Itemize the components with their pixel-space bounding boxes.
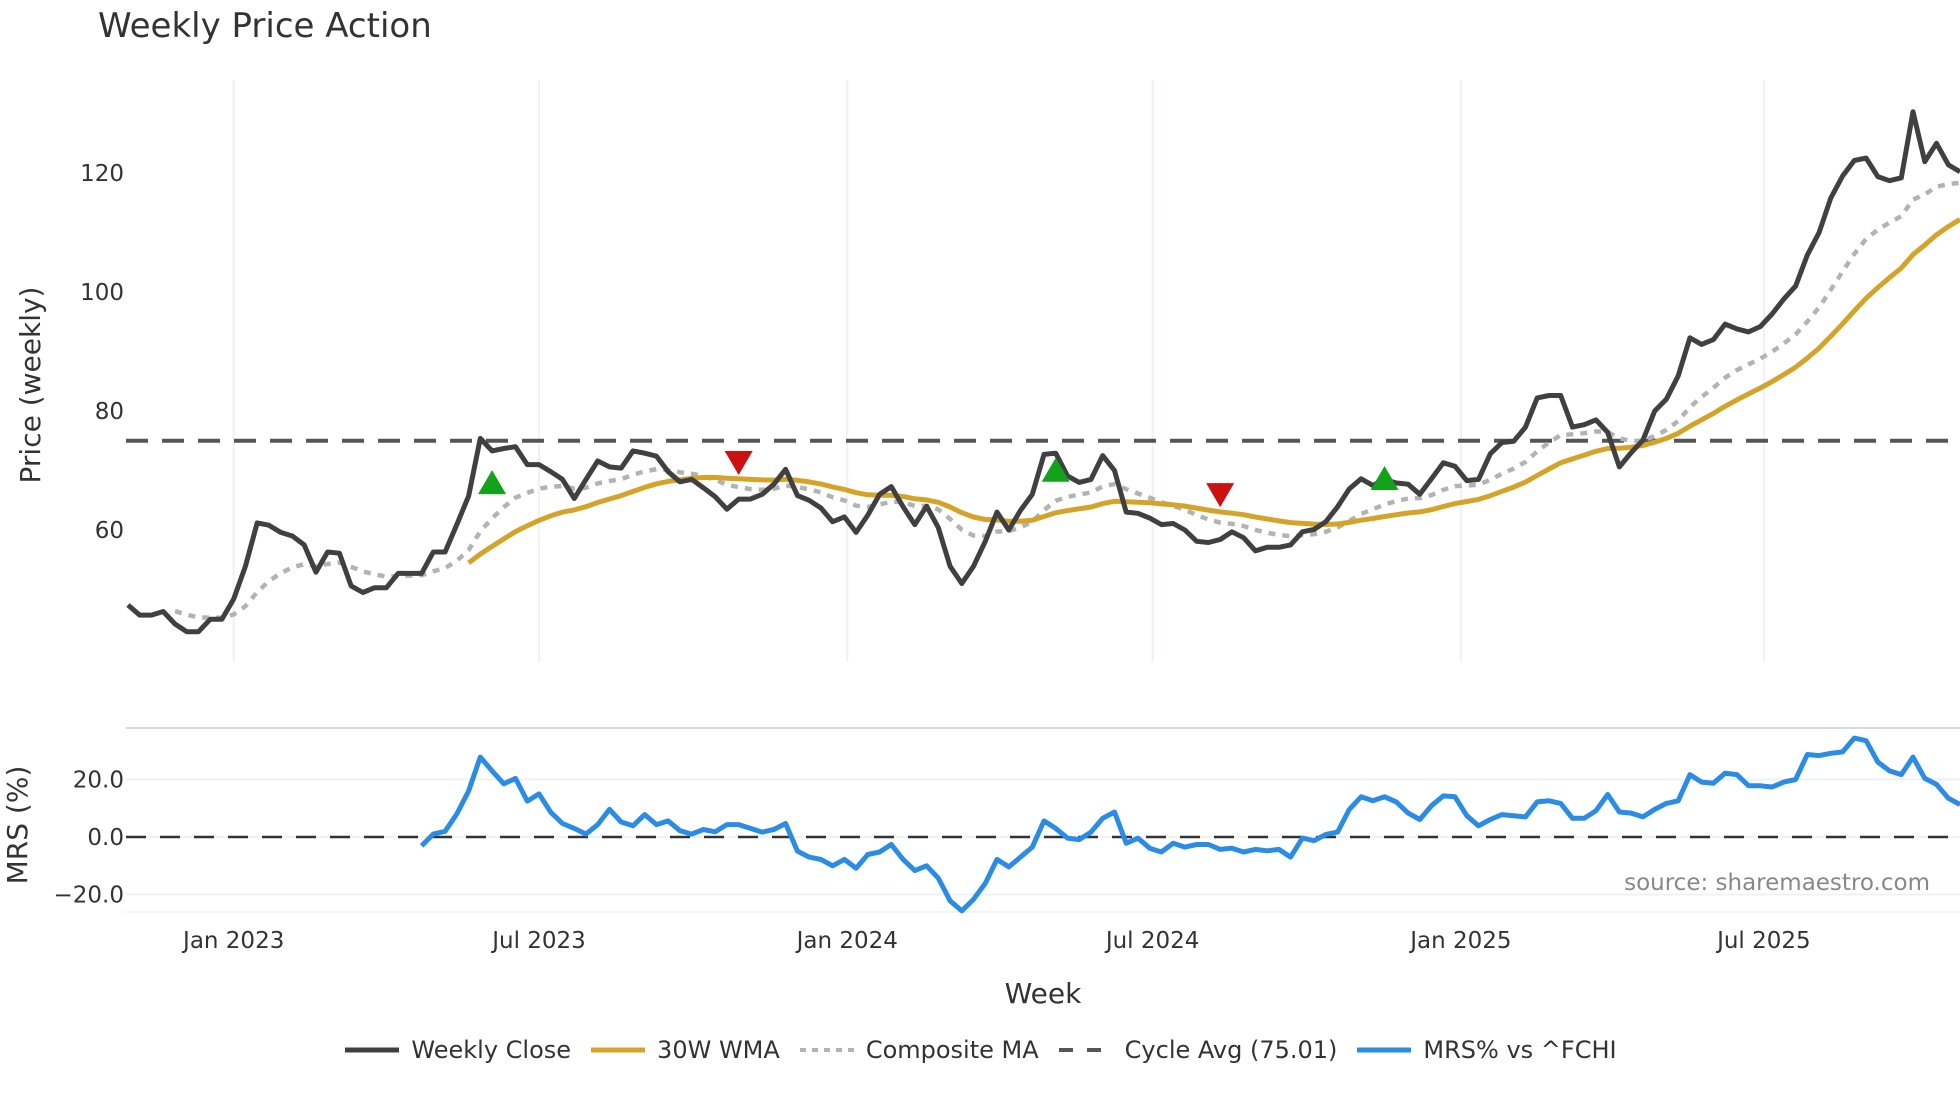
composite-ma-line: [174, 180, 1960, 620]
x-tick-label: Jan 2024: [795, 928, 898, 954]
mrs-swatch-icon: [1357, 1047, 1412, 1053]
legend-item-wma[interactable]: 30W WMA: [589, 1036, 780, 1064]
buy-signal-up-triangle-icon: [478, 470, 507, 495]
source-label: source: sharemaestro.com: [1624, 870, 1930, 896]
buy-signal-up-triangle-icon: [1041, 457, 1070, 482]
wma-swatch-icon: [591, 1047, 646, 1053]
close-swatch-icon: [345, 1047, 400, 1053]
x-tick-label: Jul 2024: [1104, 928, 1200, 954]
buy-signal-up-triangle-icon: [1370, 466, 1399, 491]
price-tick-label: 80: [95, 399, 124, 425]
legend-label: Weekly Close: [411, 1036, 572, 1064]
legend-item-cycle[interactable]: Cycle Avg (75.01): [1057, 1036, 1338, 1064]
legend-label: 30W WMA: [657, 1036, 780, 1064]
composite-swatch-icon: [799, 1048, 854, 1052]
legend-label: Cycle Avg (75.01): [1124, 1036, 1338, 1064]
sell-signal-down-triangle-icon: [1206, 483, 1235, 508]
price-axis-title: Price (weekly): [14, 287, 47, 484]
legend-label: MRS% vs ^FCHI: [1423, 1036, 1617, 1064]
weekly-close-line: [126, 109, 1960, 635]
x-tick-label: Jul 2025: [1715, 928, 1811, 954]
mrs-line: [419, 735, 1960, 914]
price-tick-label: 100: [80, 280, 124, 306]
x-tick-label: Jan 2025: [1408, 928, 1511, 954]
mrs-tick-label: 0.0: [87, 825, 124, 851]
mrs-tick-label: 20.0: [73, 768, 124, 794]
legend-item-composite[interactable]: Composite MA: [798, 1036, 1039, 1064]
x-tick-label: Jan 2023: [181, 928, 284, 954]
sell-signal-down-triangle-icon: [724, 450, 753, 475]
legend-item-mrs[interactable]: MRS% vs ^FCHI: [1355, 1036, 1617, 1064]
cycle-swatch-icon: [1058, 1048, 1113, 1052]
axes: Jan 2023 Jul 2023 Jan 2024 Jul 2024 Jan 2025…: [54, 161, 1811, 954]
legend-label: Composite MA: [865, 1036, 1039, 1064]
mrs-tick-label: −20.0: [54, 883, 124, 909]
chart-title: Weekly Price Action: [98, 6, 432, 46]
mrs-axis-title: MRS (%): [1, 766, 34, 885]
price-tick-label: 120: [80, 161, 124, 187]
mrs-panel: [126, 735, 1960, 914]
x-tick-label: Jul 2023: [490, 928, 586, 954]
wma-30w-line: [467, 217, 1960, 565]
price-panel: [126, 109, 1960, 635]
legend-item-close[interactable]: Weekly Close: [343, 1036, 571, 1064]
x-axis-title: Week: [1005, 977, 1082, 1010]
price-tick-label: 60: [95, 518, 124, 544]
legend: Weekly Close 30W WMA Composite MA Cycle Avg…: [0, 1036, 1960, 1064]
